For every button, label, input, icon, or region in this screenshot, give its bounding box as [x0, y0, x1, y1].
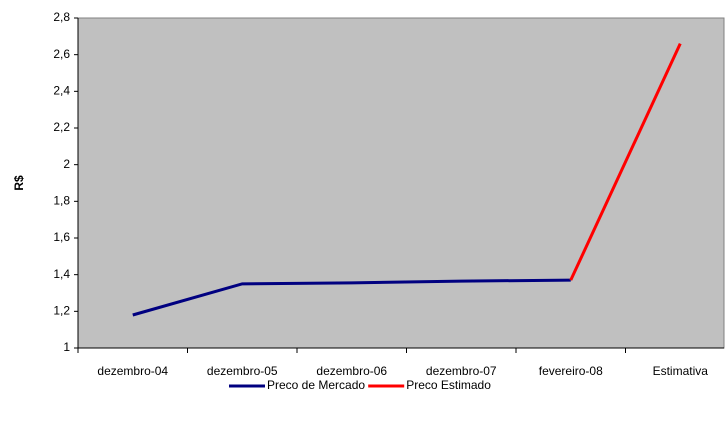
y-tick-label: 2: [63, 157, 70, 171]
x-tick-label: Estimativa: [653, 364, 709, 378]
series-line: [132, 278, 571, 317]
x-tick-label: fevereiro-08: [539, 364, 603, 378]
legend-label: Preco Estimado: [406, 378, 491, 392]
plot-area: [77, 17, 725, 349]
y-tick-label: 2,6: [53, 47, 70, 61]
y-tick-label: 2,4: [53, 84, 70, 98]
y-axis-label: R$: [12, 175, 26, 191]
y-tick-label: 1,4: [53, 267, 70, 281]
y-tick-label: 1,8: [53, 194, 70, 208]
y-tick-label: 2,8: [53, 10, 70, 24]
x-tick-label: dezembro-06: [316, 364, 387, 378]
x-tick-label: dezembro-04: [97, 364, 168, 378]
series-line: [569, 43, 682, 281]
y-tick-label: 2,2: [53, 120, 70, 134]
y-tick-label: 1,2: [53, 304, 70, 318]
y-tick-label: 1,6: [53, 230, 70, 244]
x-tick-label: dezembro-05: [207, 364, 278, 378]
legend-label: Preco de Mercado: [267, 378, 365, 392]
y-tick-label: 1: [63, 340, 70, 354]
x-tick-label: dezembro-07: [426, 364, 497, 378]
